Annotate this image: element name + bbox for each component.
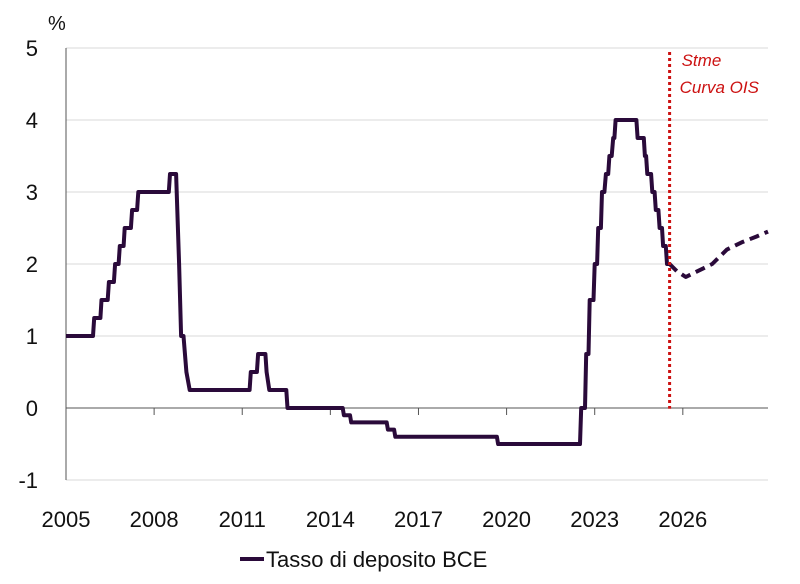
y-tick-label: -1 [18, 468, 38, 493]
annotation-text: Curva OIS [680, 78, 760, 97]
y-tick-label: 1 [26, 324, 38, 349]
x-tick-label: 2017 [394, 507, 443, 532]
x-tick-label: 2023 [570, 507, 619, 532]
legend-label: Tasso di deposito BCE [266, 547, 487, 572]
series-lines [66, 118, 769, 446]
y-unit-label: % [48, 13, 66, 35]
y-tick-label: 5 [26, 36, 38, 61]
x-tick-label: 2014 [306, 507, 355, 532]
x-tick-label: 2008 [130, 507, 179, 532]
series-line-forecast [668, 229, 769, 279]
annotation-text: Stme [682, 51, 722, 70]
forecast-annotation: Stme Curva OIS [668, 51, 760, 409]
series-line-deposit-rate [66, 118, 670, 446]
x-tick-label: 2005 [42, 507, 91, 532]
gridlines [66, 47, 768, 481]
x-tick-label: 2011 [219, 507, 266, 532]
x-tick-label: 2026 [658, 507, 707, 532]
y-tick-label: 2 [26, 252, 38, 277]
legend: Tasso di deposito BCE [240, 547, 487, 572]
y-tick-label: 0 [26, 396, 38, 421]
x-tick-label: 2020 [482, 507, 531, 532]
y-tick-label: 3 [26, 180, 38, 205]
y-tick-label: 4 [26, 108, 38, 133]
